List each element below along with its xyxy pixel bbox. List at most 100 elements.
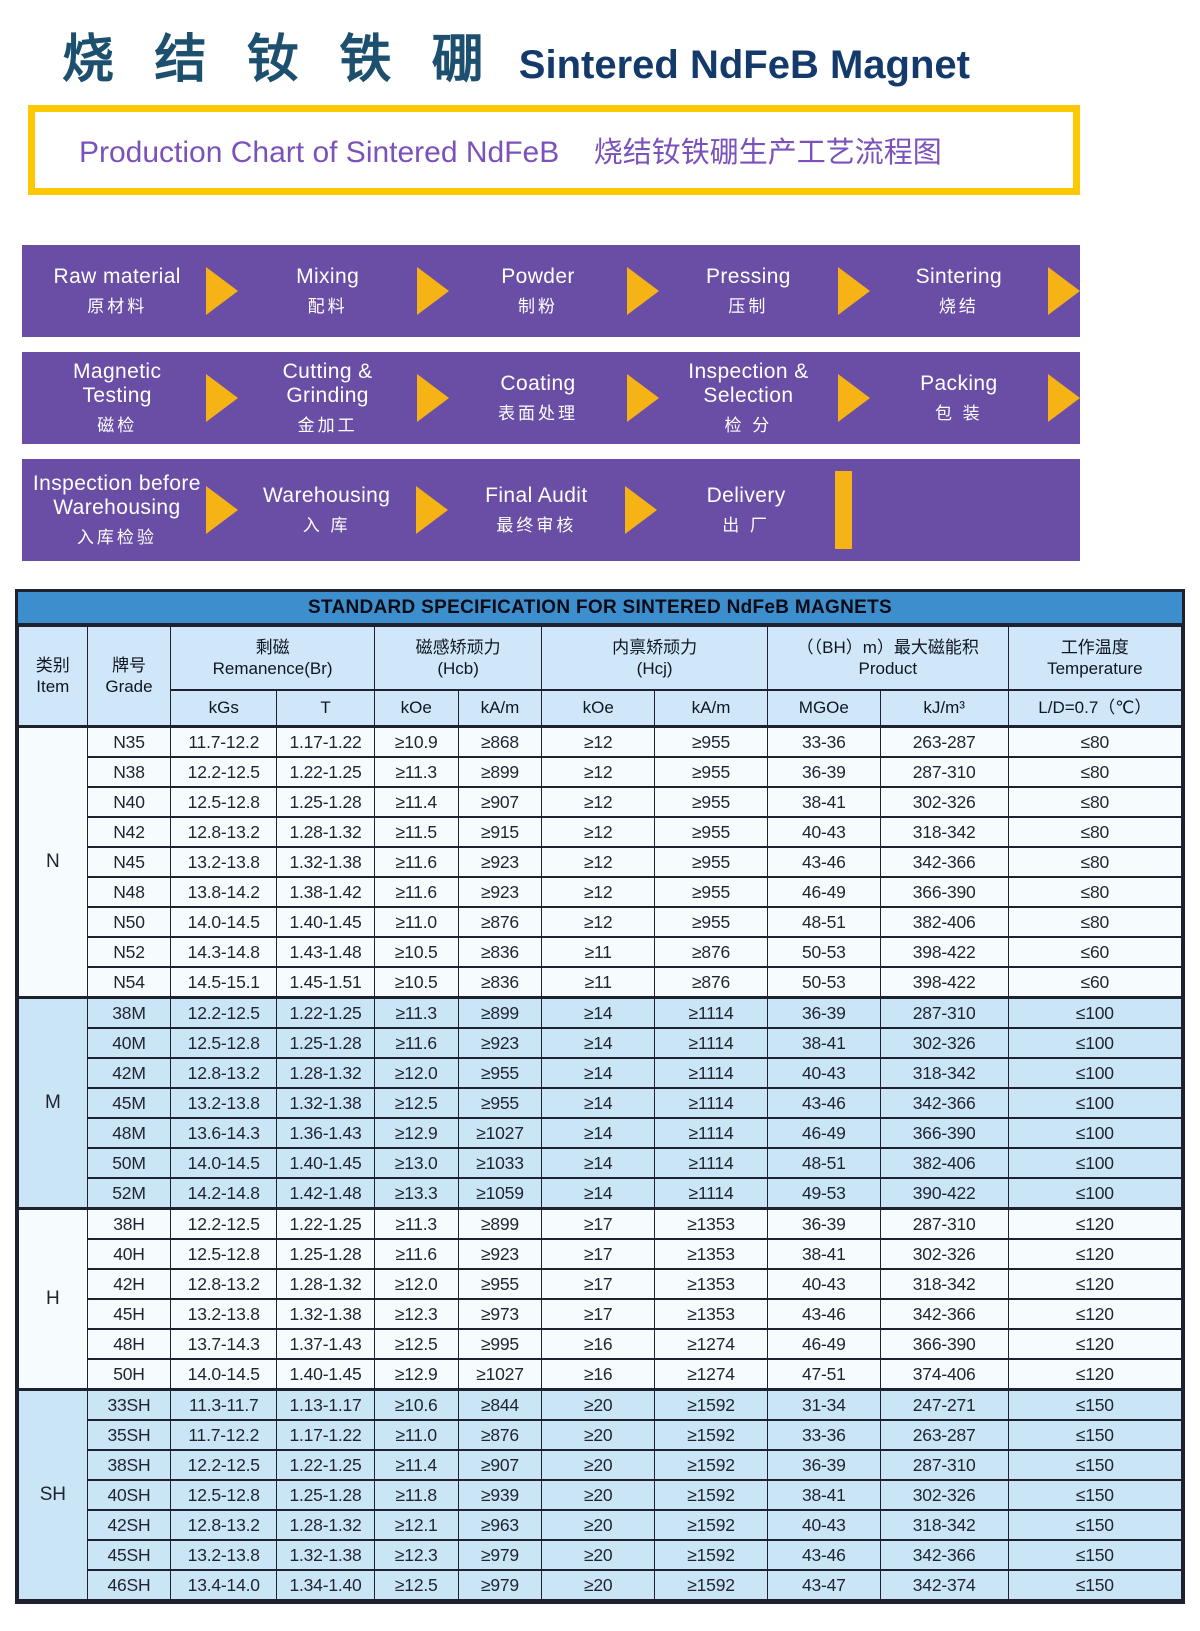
value-cell: 342-366 (879, 846, 1009, 878)
value-cell: ≥12.9 (373, 1358, 459, 1391)
value-cell: ≥1059 (457, 1177, 543, 1210)
value-cell: ≤150 (1007, 1449, 1183, 1481)
value-cell: ≥12.5 (373, 1087, 459, 1119)
value-cell: 50-53 (766, 936, 881, 968)
value-cell: 13.2-13.8 (170, 846, 278, 878)
value-cell: ≥1592 (654, 1388, 768, 1421)
value-cell: ≥12 (541, 906, 656, 938)
value-cell: ≤120 (1007, 1238, 1183, 1270)
value-cell: ≥1114 (654, 996, 768, 1029)
value-cell: 1.40-1.45 (276, 1358, 375, 1391)
flow-step: Warehousing 入 库 (238, 484, 416, 537)
grade-cell: N40 (86, 786, 172, 818)
flow-row-2: Magnetic Testing 磁检 Cutting & Grinding 金加工 C… (22, 352, 1081, 444)
unit-header-cell: MGOe (766, 689, 881, 728)
grade-cell: 40H (86, 1238, 172, 1270)
value-cell: ≤100 (1007, 1057, 1183, 1089)
value-cell: 1.25-1.28 (276, 786, 375, 818)
grade-cell: 48M (86, 1117, 172, 1149)
spec-row: N48 13.8-14.2 1.38-1.42 ≥11.6 ≥923 ≥12 ≥955 46-… (19, 876, 1183, 908)
grade-cell: 38M (86, 996, 172, 1029)
flow-step: Coating 表面处理 (449, 372, 627, 425)
grade-cell: 45H (86, 1298, 172, 1330)
value-cell: ≥20 (541, 1479, 656, 1511)
value-cell: ≥907 (457, 1449, 543, 1481)
value-cell: ≥11.8 (373, 1479, 459, 1511)
spec-row: 42M 12.8-13.2 1.28-1.32 ≥12.0 ≥955 ≥14 ≥1114 40… (19, 1057, 1183, 1089)
grade-cell: N45 (86, 846, 172, 878)
value-cell: ≥10.5 (373, 966, 459, 999)
flow-row-1: Raw material 原材料 Mixing 配料 Powder 制粉 Pressing 压… (22, 245, 1081, 337)
value-cell: ≤60 (1007, 966, 1183, 999)
value-cell: ≥876 (457, 1419, 543, 1451)
col-header-temperature-en: Temperature (1047, 659, 1143, 678)
value-cell: 12.8-13.2 (170, 1509, 278, 1541)
spec-row: N42 12.8-13.2 1.28-1.32 ≥11.5 ≥915 ≥12 ≥955 40-… (19, 816, 1183, 848)
value-cell: ≤100 (1007, 1087, 1183, 1119)
value-cell: ≥12 (541, 756, 656, 788)
flow-step-label-cn: 入 库 (302, 516, 351, 536)
value-cell: ≥955 (654, 725, 768, 758)
value-cell: ≥955 (654, 846, 768, 878)
value-cell: 38-41 (766, 1479, 881, 1511)
value-cell: ≥12.5 (373, 1328, 459, 1360)
value-cell: 1.36-1.43 (276, 1117, 375, 1149)
col-header-hcb-cn: 磁感矫顽力 (415, 637, 501, 657)
col-header-item-cn: 类别 (35, 655, 70, 675)
value-cell: 11.7-12.2 (170, 1419, 278, 1451)
process-flow-diagram: Raw material 原材料 Mixing 配料 Powder 制粉 Pressing 压… (22, 245, 1081, 561)
value-cell: ≥1592 (654, 1539, 768, 1571)
spec-row: 50M 14.0-14.5 1.40-1.45 ≥13.0 ≥1033 ≥14 ≥1114 4… (19, 1147, 1183, 1179)
grade-cell: N54 (86, 966, 172, 999)
grade-cell: 46SH (86, 1569, 172, 1601)
value-cell: ≥963 (457, 1509, 543, 1541)
value-cell: ≥16 (541, 1328, 656, 1360)
flow-step-label-en: Inspection before Warehousing (32, 471, 201, 519)
value-cell: 1.22-1.25 (276, 996, 375, 1029)
flow-step-label-cn: 包 装 (934, 404, 983, 424)
value-cell: 1.43-1.48 (276, 936, 375, 968)
value-cell: 366-390 (879, 1117, 1009, 1149)
value-cell: ≥1592 (654, 1569, 768, 1601)
spec-row: 38SH 12.2-12.5 1.22-1.25 ≥11.4 ≥907 ≥20 ≥1592 3… (19, 1449, 1183, 1481)
value-cell: 46-49 (766, 1328, 881, 1360)
production-chart-title-cn: 烧结钕铁硼生产工艺流程图 (593, 137, 942, 169)
value-cell: 36-39 (766, 1207, 881, 1240)
value-cell: 46-49 (766, 1117, 881, 1149)
flow-step-label-cn: 原材料 (87, 297, 148, 317)
value-cell: ≥1114 (654, 1027, 768, 1059)
value-cell: ≥1027 (457, 1358, 543, 1391)
value-cell: 40-43 (766, 1057, 881, 1089)
value-cell: ≥12.0 (373, 1268, 459, 1300)
value-cell: 36-39 (766, 756, 881, 788)
flow-step-label-en: Powder (501, 264, 575, 288)
value-cell: ≥995 (457, 1328, 543, 1360)
value-cell: ≥939 (457, 1479, 543, 1511)
value-cell: ≥876 (457, 906, 543, 938)
value-cell: ≥1592 (654, 1419, 768, 1451)
grade-cell: 42SH (86, 1509, 172, 1541)
value-cell: 247-271 (879, 1388, 1009, 1421)
value-cell: 1.28-1.32 (276, 816, 375, 848)
value-cell: 12.5-12.8 (170, 1027, 278, 1059)
value-cell: 33-36 (766, 725, 881, 758)
spec-row: N50 14.0-14.5 1.40-1.45 ≥11.0 ≥876 ≥12 ≥955 48-… (19, 906, 1183, 938)
value-cell: 1.32-1.38 (276, 1298, 375, 1330)
value-cell: 47-51 (766, 1358, 881, 1391)
col-header-remanence-en: Remanence(Br) (212, 659, 333, 678)
value-cell: ≥11.3 (373, 756, 459, 788)
value-cell: 1.28-1.32 (276, 1057, 375, 1089)
flow-step: Cutting & Grinding 金加工 (238, 360, 416, 436)
value-cell: 31-34 (766, 1388, 881, 1421)
value-cell: ≥11.6 (373, 876, 459, 908)
col-header-grade: 牌号 Grade (86, 625, 172, 728)
value-cell: 1.40-1.45 (276, 1147, 375, 1179)
grade-cell: N42 (86, 816, 172, 848)
grade-cell: N38 (86, 756, 172, 788)
unit-header-cell: kJ/m³ (879, 689, 1009, 728)
grade-cell: N50 (86, 906, 172, 938)
value-cell: 12.2-12.5 (170, 1449, 278, 1481)
spec-row: 42H 12.8-13.2 1.28-1.32 ≥12.0 ≥955 ≥17 ≥1353 40… (19, 1268, 1183, 1300)
value-cell: ≤150 (1007, 1569, 1183, 1601)
value-cell: ≥17 (541, 1238, 656, 1270)
